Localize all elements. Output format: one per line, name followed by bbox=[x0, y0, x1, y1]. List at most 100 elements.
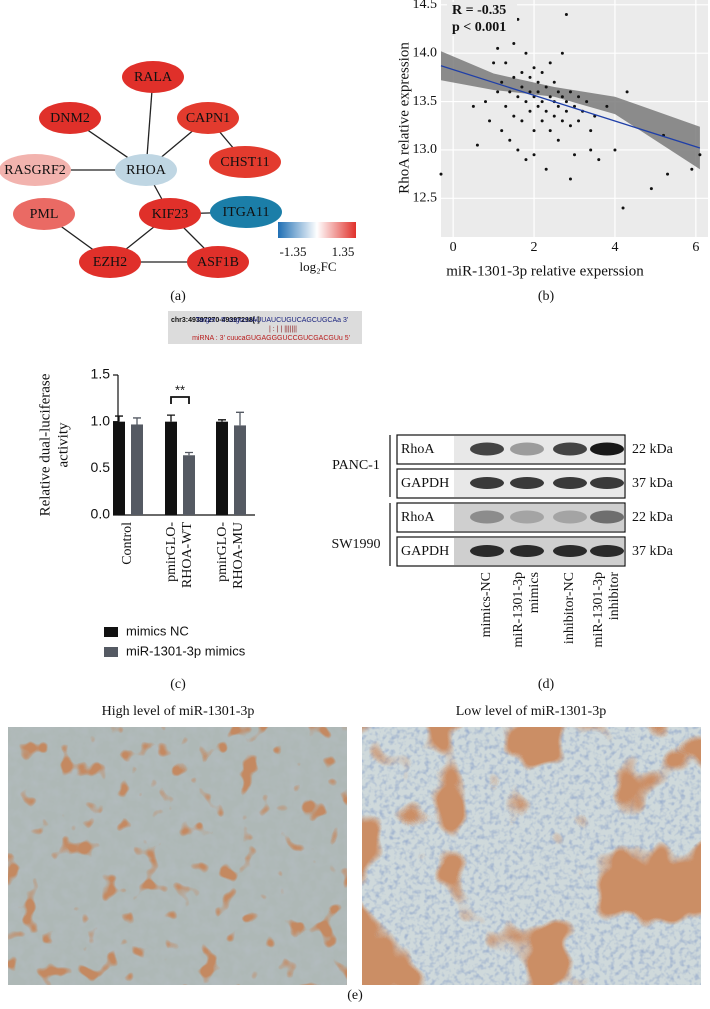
sequence-mirna: miRNA : 3' cuucaGUGAGGGUCCGUCGACGUu 5' bbox=[192, 335, 350, 342]
bar bbox=[165, 421, 177, 515]
scatter-point bbox=[568, 90, 572, 94]
scatter-point bbox=[552, 80, 556, 84]
caption: (d) bbox=[538, 677, 555, 692]
scatter-point bbox=[516, 148, 520, 152]
scatter-point bbox=[516, 17, 520, 21]
blot-band bbox=[553, 477, 587, 489]
lane-label: inhibitor-NC bbox=[562, 572, 577, 644]
network-node bbox=[0, 154, 71, 186]
scatter-point bbox=[690, 167, 694, 171]
blot-band bbox=[553, 545, 587, 557]
scatter-point bbox=[512, 42, 516, 46]
lane-label: inhibitor bbox=[607, 572, 622, 621]
panel-b: 12.5 13.0 13.5 14.0 14.5 0 2 4 6 R = -0.35 p < 0.0… bbox=[396, 0, 708, 304]
x-tick-label: 2 bbox=[531, 240, 538, 255]
scatter-point bbox=[589, 129, 593, 133]
blot-band bbox=[553, 510, 587, 524]
x-tick-label: 4 bbox=[611, 240, 618, 255]
scatter-point bbox=[564, 13, 568, 17]
scatter-point bbox=[492, 61, 496, 65]
blot-band bbox=[590, 545, 624, 557]
y-tick-label: 0.0 bbox=[91, 506, 111, 522]
bar bbox=[113, 421, 125, 515]
legend-swatch bbox=[104, 627, 118, 637]
colorbar-min: -1.35 bbox=[279, 244, 306, 259]
scatter-point bbox=[666, 172, 670, 176]
scatter-point bbox=[548, 95, 552, 99]
protein-label: RhoA bbox=[401, 510, 435, 525]
scatter-point bbox=[488, 119, 492, 123]
blot-band bbox=[590, 477, 624, 489]
scatter-point bbox=[524, 158, 528, 162]
scatter-point bbox=[471, 104, 475, 108]
scatter-point bbox=[560, 119, 564, 123]
scatter-point bbox=[524, 51, 528, 55]
scatter-point bbox=[544, 167, 548, 171]
y-tick-label: 13.0 bbox=[413, 142, 438, 157]
scatter-point bbox=[577, 95, 581, 99]
y-tick-label: 13.5 bbox=[413, 94, 438, 109]
bar bbox=[183, 455, 195, 515]
scatter-point bbox=[556, 138, 560, 142]
scatter-point bbox=[439, 172, 443, 176]
caption: (a) bbox=[170, 289, 186, 304]
colorbar-max: 1.35 bbox=[332, 244, 355, 259]
blot-band bbox=[590, 442, 624, 456]
scatter-point bbox=[621, 206, 625, 210]
x-tick-label: 0 bbox=[450, 240, 457, 255]
scatter-point bbox=[698, 153, 702, 157]
error-bar bbox=[133, 417, 141, 425]
network-node bbox=[187, 246, 249, 278]
panel-e: High level of miR-1301-3p Low level of mi… bbox=[8, 704, 701, 1003]
scatter-point bbox=[528, 90, 532, 94]
caption: (e) bbox=[347, 988, 363, 1003]
scatter-point bbox=[475, 143, 479, 147]
significance-bracket bbox=[170, 396, 190, 404]
network-node bbox=[122, 61, 184, 93]
blot-band bbox=[470, 477, 504, 489]
x-tick-label: pmirGLO- bbox=[215, 522, 230, 582]
scatter-point bbox=[532, 129, 536, 133]
blot-band bbox=[470, 442, 504, 456]
scatter-point bbox=[544, 109, 548, 113]
y-tick-label: 12.5 bbox=[413, 191, 438, 206]
error-bar bbox=[115, 415, 123, 422]
node-label: CAPN1 bbox=[186, 111, 230, 126]
lane-label: mimics-NC bbox=[479, 572, 494, 637]
scatter-point bbox=[520, 71, 524, 75]
network-node bbox=[115, 154, 177, 186]
cell-line-label: SW1990 bbox=[332, 537, 381, 552]
scatter-point bbox=[568, 177, 572, 181]
regression-line bbox=[440, 65, 701, 149]
scatter-point bbox=[625, 90, 629, 94]
image-title: Low level of miR-1301-3p bbox=[456, 704, 606, 719]
error-bar bbox=[185, 451, 193, 456]
sequence-box bbox=[168, 311, 362, 344]
scatter-point bbox=[536, 80, 540, 84]
lane-label: mimics bbox=[527, 572, 542, 613]
bar bbox=[216, 421, 228, 515]
scatter-point bbox=[552, 114, 556, 118]
scatter-point bbox=[605, 104, 609, 108]
scatter-point bbox=[548, 61, 552, 65]
scatter-point bbox=[496, 90, 500, 94]
caption: (c) bbox=[170, 677, 186, 692]
scatter-point bbox=[585, 100, 589, 104]
scatter-point bbox=[556, 104, 560, 108]
scatter-point bbox=[504, 61, 508, 65]
error-bar bbox=[218, 419, 226, 422]
scatter-point bbox=[536, 90, 540, 94]
scatter-point bbox=[560, 95, 564, 99]
scatter-point bbox=[512, 114, 516, 118]
colorbar bbox=[278, 222, 356, 238]
scatter-point bbox=[597, 158, 601, 162]
scatter-point bbox=[573, 153, 576, 157]
x-tick-label: RHOA-MU bbox=[231, 522, 246, 589]
scatter-point bbox=[532, 153, 536, 157]
y-axis-label: RhoA relative expression bbox=[396, 42, 412, 194]
network-node bbox=[39, 102, 101, 134]
significance-label: ** bbox=[175, 382, 185, 397]
scatter-point bbox=[520, 119, 524, 123]
scatter-point bbox=[564, 109, 568, 113]
